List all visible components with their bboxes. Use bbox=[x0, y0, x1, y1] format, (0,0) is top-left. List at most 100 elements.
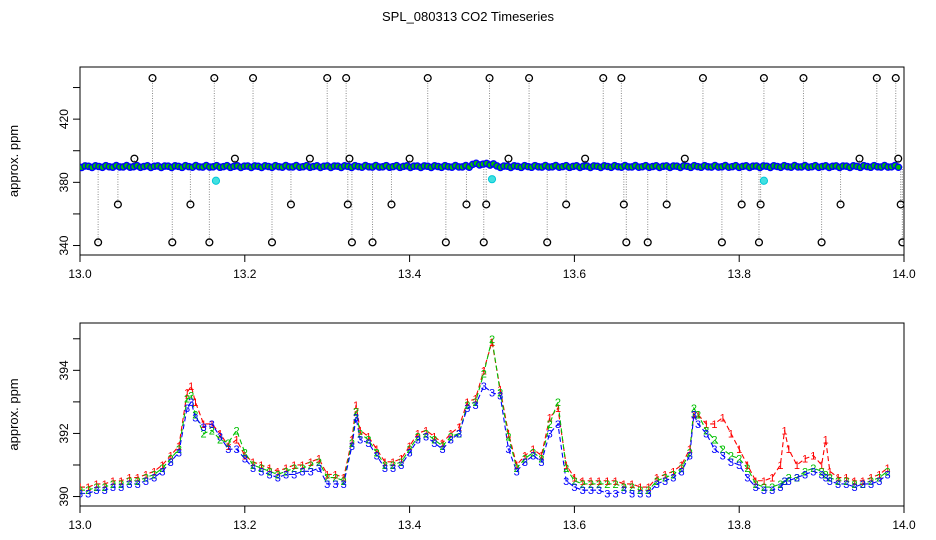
series-marker: 3 bbox=[530, 451, 536, 463]
outlier-point bbox=[323, 74, 332, 83]
baseline-point bbox=[894, 163, 903, 172]
series-marker: 1 bbox=[786, 444, 792, 456]
series-marker: 3 bbox=[604, 488, 610, 500]
outlier-point bbox=[482, 200, 491, 209]
y-axis-label: approx. ppm bbox=[6, 125, 21, 197]
x-tick-label: 13.8 bbox=[728, 267, 752, 281]
series-marker: 2 bbox=[110, 479, 116, 491]
y-tick-label: 392 bbox=[57, 423, 71, 443]
series-marker: 3 bbox=[580, 485, 586, 497]
series-marker: 1 bbox=[514, 460, 520, 472]
series-marker: 2 bbox=[201, 428, 207, 440]
series-marker: 2 bbox=[266, 466, 272, 478]
series-marker: 2 bbox=[703, 425, 709, 437]
series-marker: 1 bbox=[225, 441, 231, 453]
series-marker: 3 bbox=[687, 451, 693, 463]
cyan-point bbox=[487, 175, 497, 184]
series-marker: 2 bbox=[736, 454, 742, 466]
outlier-point bbox=[698, 74, 707, 83]
series-marker: 1 bbox=[126, 473, 132, 485]
series-marker: 1 bbox=[250, 457, 256, 469]
series-marker: 3 bbox=[481, 381, 487, 393]
series-marker: 2 bbox=[695, 410, 701, 422]
series-marker: 2 bbox=[332, 473, 338, 485]
series-marker: 3 bbox=[382, 463, 388, 475]
series-marker: 2 bbox=[876, 473, 882, 485]
series-marker: 2 bbox=[810, 463, 816, 475]
series-marker: 2 bbox=[291, 463, 297, 475]
series-marker: 2 bbox=[530, 447, 536, 459]
series-marker: 3 bbox=[242, 454, 248, 466]
series-marker: 3 bbox=[316, 463, 322, 475]
series-marker: 2 bbox=[522, 454, 528, 466]
series-marker: 1 bbox=[85, 482, 91, 494]
series-marker: 3 bbox=[777, 482, 783, 494]
series-marker: 2 bbox=[580, 479, 586, 491]
series-marker: 1 bbox=[802, 454, 808, 466]
series-marker: 1 bbox=[711, 419, 717, 431]
series-marker: 3 bbox=[827, 476, 833, 488]
series-marker: 2 bbox=[588, 479, 594, 491]
series-marker: 3 bbox=[431, 438, 437, 450]
series-marker: 1 bbox=[217, 428, 223, 440]
outlier-point bbox=[756, 200, 765, 209]
series-marker: 2 bbox=[448, 432, 454, 444]
series-marker: 1 bbox=[439, 438, 445, 450]
series-marker: 2 bbox=[353, 406, 359, 418]
series-marker: 1 bbox=[77, 482, 83, 494]
series-marker: 3 bbox=[691, 410, 697, 422]
series-marker: 3 bbox=[563, 476, 569, 488]
series-marker: 2 bbox=[629, 482, 635, 494]
series-marker: 1 bbox=[184, 387, 190, 399]
series-marker: 1 bbox=[547, 413, 553, 425]
series-marker: 2 bbox=[781, 476, 787, 488]
series-marker: 2 bbox=[316, 457, 322, 469]
series-marker: 3 bbox=[753, 482, 759, 494]
series-marker: 1 bbox=[102, 479, 108, 491]
outlier-point bbox=[248, 74, 258, 83]
series-marker: 1 bbox=[110, 476, 116, 488]
series-marker: 3 bbox=[819, 469, 825, 481]
outlier-point bbox=[423, 74, 432, 83]
series-marker: 2 bbox=[761, 482, 767, 494]
outlier-point bbox=[479, 238, 488, 247]
series-marker: 2 bbox=[819, 466, 825, 478]
series-marker: 3 bbox=[835, 479, 841, 491]
series-marker: 3 bbox=[489, 387, 495, 399]
outlier-point bbox=[230, 154, 239, 163]
series-marker: 1 bbox=[810, 451, 816, 463]
outlier-point bbox=[168, 238, 177, 247]
series-marker: 3 bbox=[571, 482, 577, 494]
outlier-point bbox=[343, 200, 352, 209]
series-marker: 3 bbox=[225, 444, 231, 456]
series-marker: 3 bbox=[353, 413, 359, 425]
series-marker: 1 bbox=[884, 463, 890, 475]
outlier-point bbox=[462, 200, 471, 209]
series-marker: 3 bbox=[736, 460, 742, 472]
outlier-point bbox=[562, 200, 571, 209]
outlier-point bbox=[441, 238, 450, 247]
series-marker: 3 bbox=[217, 432, 223, 444]
series-marker: 2 bbox=[753, 479, 759, 491]
series-marker: 1 bbox=[580, 476, 586, 488]
series-marker: 1 bbox=[291, 460, 297, 472]
series-marker: 1 bbox=[341, 473, 347, 485]
series-marker: 1 bbox=[654, 473, 660, 485]
series-marker: 1 bbox=[769, 473, 775, 485]
series-marker: 3 bbox=[868, 479, 874, 491]
series-marker: 3 bbox=[439, 444, 445, 456]
series-marker: 2 bbox=[464, 400, 470, 412]
outlier-point bbox=[113, 200, 122, 209]
series-marker: 3 bbox=[555, 419, 561, 431]
series-marker: 2 bbox=[192, 410, 198, 422]
series-marker: 3 bbox=[407, 447, 413, 459]
series-marker: 1 bbox=[151, 466, 157, 478]
series-marker: 1 bbox=[629, 479, 635, 491]
series-marker: 3 bbox=[275, 473, 281, 485]
series-marker: 2 bbox=[258, 463, 264, 475]
series-marker: 3 bbox=[456, 428, 462, 440]
series-marker: 2 bbox=[472, 397, 478, 409]
outlier-point bbox=[405, 154, 414, 163]
outlier-point bbox=[130, 154, 139, 163]
series-marker: 1 bbox=[522, 451, 528, 463]
